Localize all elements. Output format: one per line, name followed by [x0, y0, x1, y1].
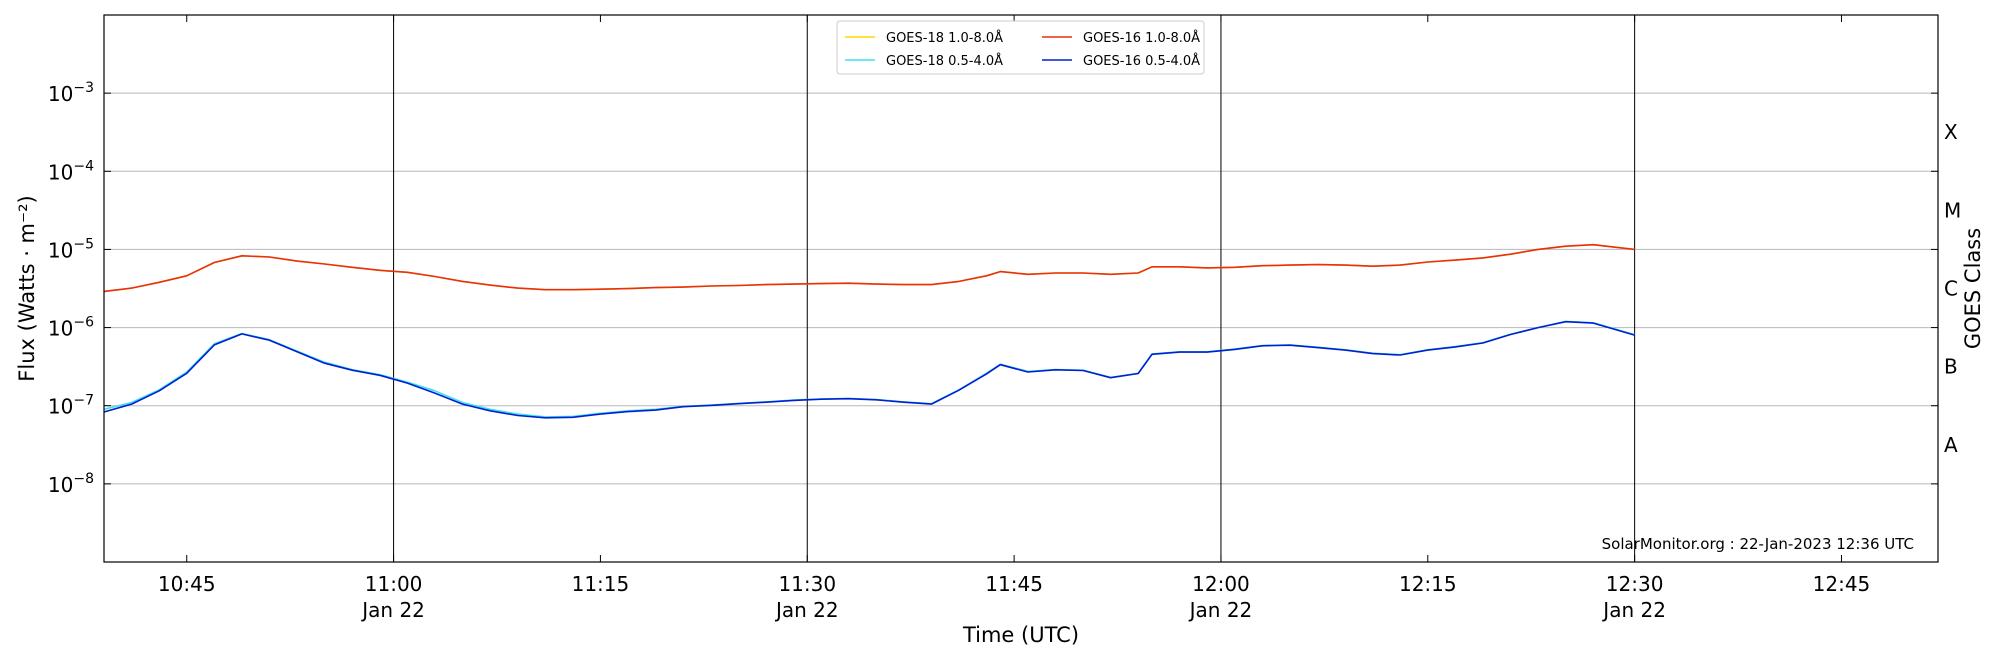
goes-class-label: B: [1944, 355, 1958, 379]
legend-label: GOES-18 0.5-4.0Å: [886, 53, 1003, 69]
goes-class-label: M: [1944, 198, 1961, 222]
goes-class-label: A: [1944, 433, 1958, 457]
goes-class-label: C: [1944, 277, 1958, 301]
x-tick-date-label: Jan 22: [774, 598, 839, 622]
legend-box: [836, 20, 1205, 75]
x-axis-label: Time (UTC): [962, 623, 1079, 647]
series-line: [103, 243, 1635, 293]
x-tick-label: 11:45: [985, 572, 1043, 596]
x-tick-label: 12:45: [1813, 572, 1871, 596]
series-line: [103, 320, 1635, 419]
plot-frame: [103, 14, 1939, 563]
legend-label: GOES-18 1.0-8.0Å: [886, 30, 1003, 46]
y-axis-label: Flux (Watts · m⁻²): [15, 195, 39, 381]
legend: GOES-18 1.0-8.0Å GOES-18 0.5-4.0Å GOES-16 …: [836, 20, 1205, 75]
legend-label: GOES-16 0.5-4.0Å: [1083, 53, 1200, 69]
x-tick-label: 11:15: [572, 572, 630, 596]
x-tick-label: 12:00: [1192, 572, 1250, 596]
goes-class-axis-label: GOES Class: [1961, 228, 1985, 349]
x-tick-label: 11:30: [778, 572, 836, 596]
goes-class-label: X: [1944, 120, 1958, 144]
grid-lines: [104, 15, 1938, 562]
legend-label: GOES-16 1.0-8.0Å: [1083, 30, 1200, 46]
x-tick-date-label: Jan 22: [1601, 598, 1666, 622]
y-tick-label: 10−4: [48, 158, 94, 184]
series-lines: [103, 243, 1635, 419]
x-tick-label: 11:00: [365, 572, 423, 596]
x-tick-date-label: Jan 22: [1188, 598, 1253, 622]
x-tick-date-label: Jan 22: [360, 598, 425, 622]
source-annotation: SolarMonitor.org : 22-Jan-2023 12:36 UTC: [1602, 535, 1914, 553]
y-tick-label: 10−7: [48, 393, 94, 419]
x-tick-label: 12:15: [1399, 572, 1457, 596]
x-tick-label: 10:45: [158, 572, 216, 596]
x-tick-label: 12:30: [1606, 572, 1664, 596]
